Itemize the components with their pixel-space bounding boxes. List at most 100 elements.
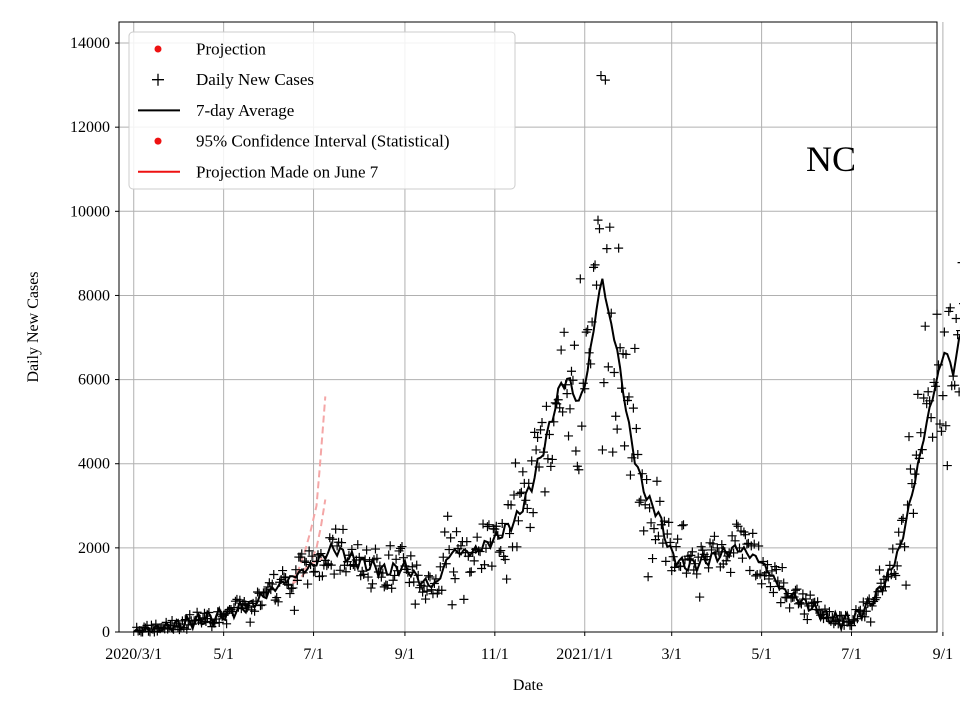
daily-case-marker <box>897 515 907 525</box>
daily-case-marker <box>633 450 643 460</box>
daily-case-marker <box>385 541 395 551</box>
daily-case-marker <box>936 426 946 436</box>
daily-case-marker <box>900 542 910 552</box>
daily-case-marker <box>639 526 649 536</box>
daily-case-marker <box>541 401 551 411</box>
daily-case-marker <box>798 589 808 599</box>
daily-case-marker <box>593 215 603 225</box>
daily-case-marker <box>754 541 764 551</box>
legend-box <box>128 31 516 190</box>
daily-case-marker <box>597 445 607 455</box>
daily-case-marker <box>480 560 490 570</box>
daily-case-marker <box>398 553 408 563</box>
daily-case-marker <box>609 368 619 378</box>
daily-case-marker <box>583 325 593 335</box>
daily-case-marker <box>620 441 630 451</box>
legend-label: 7-day Average <box>196 101 294 120</box>
daily-case-marker <box>245 617 255 627</box>
seven-day-average-line <box>133 278 960 634</box>
daily-case-marker <box>533 432 543 442</box>
daily-case-marker <box>304 546 314 556</box>
daily-case-marker <box>653 531 663 541</box>
daily-case-marker <box>410 599 420 609</box>
daily-case-marker <box>648 554 658 564</box>
y-tick-label: 6000 <box>78 372 110 389</box>
daily-case-marker <box>285 589 295 599</box>
daily-case-marker <box>655 496 665 506</box>
daily-case-marker <box>462 537 472 547</box>
daily-case-marker <box>661 556 671 566</box>
daily-case-marker <box>562 389 572 399</box>
daily-case-marker <box>953 330 960 340</box>
daily-case-marker <box>944 306 954 316</box>
daily-case-marker <box>649 524 659 534</box>
daily-case-marker <box>397 542 407 552</box>
daily-case-marker <box>419 581 429 591</box>
daily-case-marker <box>257 600 267 610</box>
daily-case-marker <box>466 567 476 577</box>
daily-case-marker <box>779 578 789 588</box>
daily-case-marker <box>574 465 584 475</box>
daily-case-marker <box>565 404 575 414</box>
daily-case-marker <box>732 519 742 529</box>
daily-case-marker <box>543 454 553 464</box>
daily-case-marker <box>272 593 282 603</box>
daily-case-marker <box>566 366 576 376</box>
daily-case-marker <box>353 540 363 550</box>
daily-case-marker <box>670 562 680 572</box>
daily-case-marker <box>768 587 778 597</box>
daily-case-marker <box>540 487 550 497</box>
x-tick-label: 2021/1/1 <box>556 646 613 663</box>
daily-case-marker <box>594 224 604 234</box>
daily-case-marker <box>222 619 232 629</box>
daily-case-marker <box>515 489 525 499</box>
daily-case-marker <box>456 541 466 551</box>
daily-case-marker <box>687 547 697 557</box>
daily-case-marker <box>525 523 535 533</box>
daily-case-marker <box>412 560 422 570</box>
daily-case-marker <box>901 580 911 590</box>
daily-case-marker <box>745 565 755 575</box>
daily-case-marker <box>671 542 681 552</box>
daily-case-marker <box>329 569 339 579</box>
y-tick-label: 0 <box>102 624 110 641</box>
daily-case-marker <box>599 378 609 388</box>
daily-case-marker <box>406 551 416 561</box>
daily-case-marker <box>437 585 447 595</box>
daily-case-marker <box>502 574 512 584</box>
daily-case-marker <box>440 527 450 537</box>
old-projection-ci-upper-line <box>291 396 327 584</box>
daily-case-marker <box>590 260 600 270</box>
daily-case-marker <box>603 362 613 372</box>
daily-case-marker <box>673 534 683 544</box>
daily-case-marker <box>624 392 634 402</box>
daily-case-marker <box>536 425 546 435</box>
daily-case-marker <box>472 532 482 542</box>
x-tick-label: 5/1 <box>751 646 771 663</box>
daily-case-marker <box>421 594 431 604</box>
state-annotation: NC <box>806 139 856 179</box>
daily-case-marker <box>500 555 510 565</box>
daily-case-marker <box>642 475 652 485</box>
daily-case-marker <box>920 321 930 331</box>
daily-case-marker <box>307 551 317 561</box>
daily-case-marker <box>310 566 320 576</box>
daily-case-marker <box>875 565 885 575</box>
daily-case-marker <box>512 542 522 552</box>
daily-case-marker <box>677 521 687 531</box>
daily-case-marker <box>621 349 631 359</box>
daily-case-marker <box>596 71 606 81</box>
daily-case-marker <box>951 314 960 324</box>
daily-case-marker <box>625 470 635 480</box>
daily-case-marker <box>637 469 647 479</box>
legend-label: Projection Made on June 7 <box>196 162 379 181</box>
daily-case-marker <box>721 556 731 566</box>
daily-case-marker <box>531 445 541 455</box>
daily-case-marker <box>559 327 569 337</box>
daily-case-marker <box>611 411 621 421</box>
daily-case-marker <box>418 587 428 597</box>
daily-case-marker <box>954 387 960 397</box>
daily-case-marker <box>939 327 949 337</box>
daily-case-marker <box>362 545 372 555</box>
daily-case-marker <box>717 540 727 550</box>
